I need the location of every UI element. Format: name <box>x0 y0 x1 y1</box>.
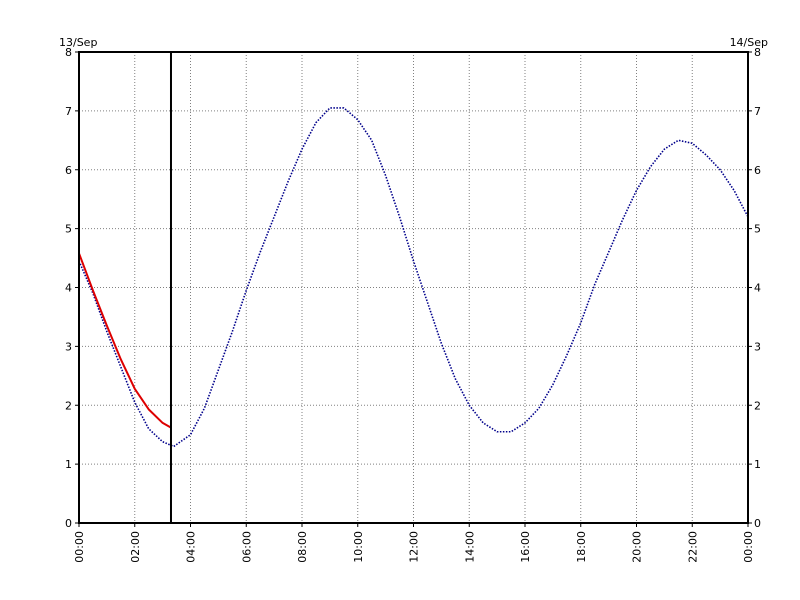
y-tick-label-left: 7 <box>65 105 72 118</box>
series-layer <box>78 107 749 448</box>
x-tick-label: 06:00 <box>240 531 253 563</box>
y-tick-label-right: 5 <box>754 223 761 236</box>
y-tick-label-left: 5 <box>65 223 72 236</box>
y-tick-label-left: 0 <box>65 517 72 530</box>
observed-tide-line <box>78 252 172 429</box>
x-tick-label: 00:00 <box>742 531 755 563</box>
x-tick-label: 04:00 <box>185 531 198 563</box>
x-tick-label: 10:00 <box>352 531 365 563</box>
y-tick-label-left: 1 <box>65 458 72 471</box>
y-axis-left: 0 1 2 3 4 5 6 7 8 <box>65 46 79 530</box>
grid-lines <box>79 52 748 523</box>
y-tick-label-left: 4 <box>65 282 72 295</box>
x-tick-label: 16:00 <box>519 531 532 563</box>
x-tick-label: 14:00 <box>463 531 476 563</box>
y-tick-label-right: 3 <box>754 340 761 353</box>
y-tick-label-right: 1 <box>754 458 761 471</box>
predicted-tide-line <box>78 107 749 448</box>
x-tick-label: 18:00 <box>575 531 588 563</box>
y-tick-label-right: 8 <box>754 46 761 59</box>
x-tick-label: 22:00 <box>686 531 699 563</box>
date-label-left: 13/Sep <box>59 36 97 49</box>
y-tick-label-left: 6 <box>65 164 72 177</box>
y-tick-label-right: 7 <box>754 105 761 118</box>
x-tick-label: 08:00 <box>296 531 309 563</box>
y-tick-label-right: 4 <box>754 282 761 295</box>
y-tick-label-left: 2 <box>65 399 72 412</box>
y-tick-label-right: 6 <box>754 164 761 177</box>
date-label-right: 14/Sep <box>730 36 768 49</box>
x-axis: 00:00 02:00 04:00 06:00 08:00 10:00 12:00 14:00… <box>73 523 755 563</box>
x-tick-label: 00:00 <box>73 531 86 563</box>
y-tick-label-left: 3 <box>65 340 72 353</box>
y-tick-label-left: 8 <box>65 46 72 59</box>
x-tick-label: 20:00 <box>631 531 644 563</box>
y-axis-right: 0 1 2 3 4 5 6 7 8 <box>748 46 761 530</box>
x-tick-label: 12:00 <box>408 531 421 563</box>
y-tick-label-right: 2 <box>754 399 761 412</box>
x-tick-label: 02:00 <box>129 531 142 563</box>
y-tick-label-right: 0 <box>754 517 761 530</box>
